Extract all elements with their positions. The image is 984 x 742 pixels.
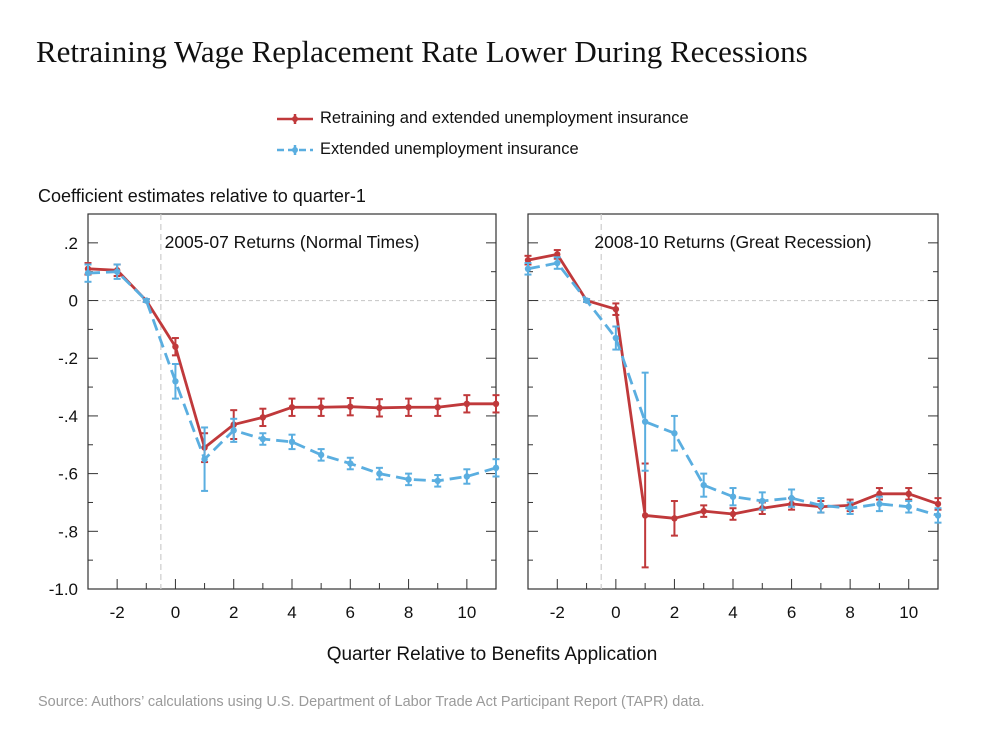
- data-point: [934, 512, 942, 519]
- data-point: [700, 507, 707, 515]
- data-point: [700, 481, 707, 489]
- x-tick-label: -2: [550, 603, 565, 622]
- data-point: [492, 400, 500, 408]
- x-axis-label: Quarter Relative to Benefits Application: [326, 644, 658, 665]
- data-point: [317, 404, 325, 411]
- data-point: [463, 400, 471, 408]
- data-point: [934, 500, 942, 508]
- y-tick-label: .2: [64, 234, 78, 253]
- x-tick-label: 2: [670, 603, 679, 622]
- x-tick-label: 0: [171, 603, 180, 622]
- data-point: [143, 297, 150, 304]
- data-point: [463, 473, 471, 480]
- data-point: [347, 403, 354, 410]
- data-point: [201, 455, 208, 463]
- data-point: [759, 497, 766, 505]
- data-point: [641, 512, 649, 519]
- data-point: [729, 510, 737, 518]
- x-tick-label: 10: [457, 603, 476, 622]
- legend-swatch-retraining: [277, 113, 313, 124]
- series-line: [527, 261, 939, 517]
- data-point: [788, 494, 795, 502]
- data-point: [524, 265, 532, 273]
- data-point: [817, 502, 825, 509]
- data-point: [641, 418, 649, 425]
- legend: Retraining and extended unemployment ins…: [276, 103, 689, 165]
- series-line: [87, 270, 497, 483]
- data-point: [113, 268, 121, 275]
- data-point: [434, 404, 441, 411]
- series-extended-ui: [524, 256, 942, 524]
- y-axis-label: Coefficient estimates relative to quarte…: [38, 186, 366, 206]
- y-tick-label: -.6: [58, 465, 78, 484]
- panel-title: 2005-07 Returns (Normal Times): [165, 232, 420, 252]
- data-point: [876, 490, 883, 498]
- x-tick-label: -2: [110, 603, 125, 622]
- data-point: [671, 515, 678, 522]
- data-point: [583, 297, 590, 304]
- data-point: [405, 404, 412, 411]
- y-tick-label: -1.0: [49, 580, 78, 599]
- data-point: [492, 464, 500, 472]
- x-tick-label: 4: [287, 603, 296, 622]
- data-point: [347, 460, 354, 467]
- panel-frame: [527, 213, 939, 590]
- data-point: [288, 404, 296, 411]
- y-tick-label: -.2: [58, 349, 78, 368]
- y-tick-label: -.8: [58, 522, 78, 541]
- x-tick-label: 8: [404, 603, 413, 622]
- legend-swatch-extended-ui: [277, 144, 313, 155]
- panel-title: 2008-10 Returns (Great Recession): [594, 232, 871, 252]
- x-tick-label: 10: [899, 603, 918, 622]
- data-point: [612, 305, 620, 313]
- data-point: [876, 500, 883, 508]
- data-point: [671, 430, 678, 437]
- data-point: [84, 269, 92, 277]
- data-point: [172, 343, 179, 350]
- data-point: [846, 505, 854, 512]
- y-tick-label: -.4: [58, 407, 78, 426]
- data-point: [434, 477, 441, 485]
- data-point: [905, 490, 912, 498]
- panel-great-recession: -2 0 2 4 6 8 10 2008-10 Returns (Great Recessio…: [524, 213, 942, 622]
- legend-item-retraining: Retraining and extended unemployment ins…: [276, 103, 689, 134]
- series-extended-ui: [84, 263, 500, 492]
- data-point: [524, 256, 532, 264]
- x-tick-label: 6: [787, 603, 796, 622]
- data-point: [376, 470, 383, 477]
- data-point: [230, 427, 237, 434]
- data-point: [612, 334, 620, 342]
- data-point: [905, 503, 912, 510]
- x-tick-label: 6: [346, 603, 355, 622]
- data-point: [554, 259, 561, 267]
- y-axis-tick-labels: .2 0 -.2 -.4 -.6 -.8 -1.0: [49, 234, 78, 599]
- panel-normal-times: -2 0 2 4 6 8 10 2005-07 Returns (Normal Times): [84, 213, 500, 622]
- data-point: [259, 414, 267, 421]
- data-point: [288, 438, 296, 446]
- x-tick-label: 4: [728, 603, 737, 622]
- legend-label-retraining: Retraining and extended unemployment ins…: [320, 109, 689, 127]
- data-point: [729, 493, 737, 500]
- x-tick-label: 0: [611, 603, 620, 622]
- data-point: [172, 378, 179, 385]
- x-tick-label: 8: [845, 603, 854, 622]
- legend-label-extended-ui: Extended unemployment insurance: [320, 140, 579, 158]
- source-note: Source: Authors’ calculations using U.S.…: [38, 694, 705, 710]
- chart-title: Retraining Wage Replacement Rate Lower D…: [36, 34, 808, 69]
- data-point: [259, 435, 267, 443]
- data-point: [317, 451, 325, 459]
- y-tick-label: 0: [69, 292, 78, 311]
- legend-item-extended-ui: Extended unemployment insurance: [276, 134, 689, 165]
- x-tick-label: 2: [229, 603, 238, 622]
- data-point: [554, 251, 561, 258]
- data-point: [405, 476, 412, 483]
- data-point: [376, 404, 383, 412]
